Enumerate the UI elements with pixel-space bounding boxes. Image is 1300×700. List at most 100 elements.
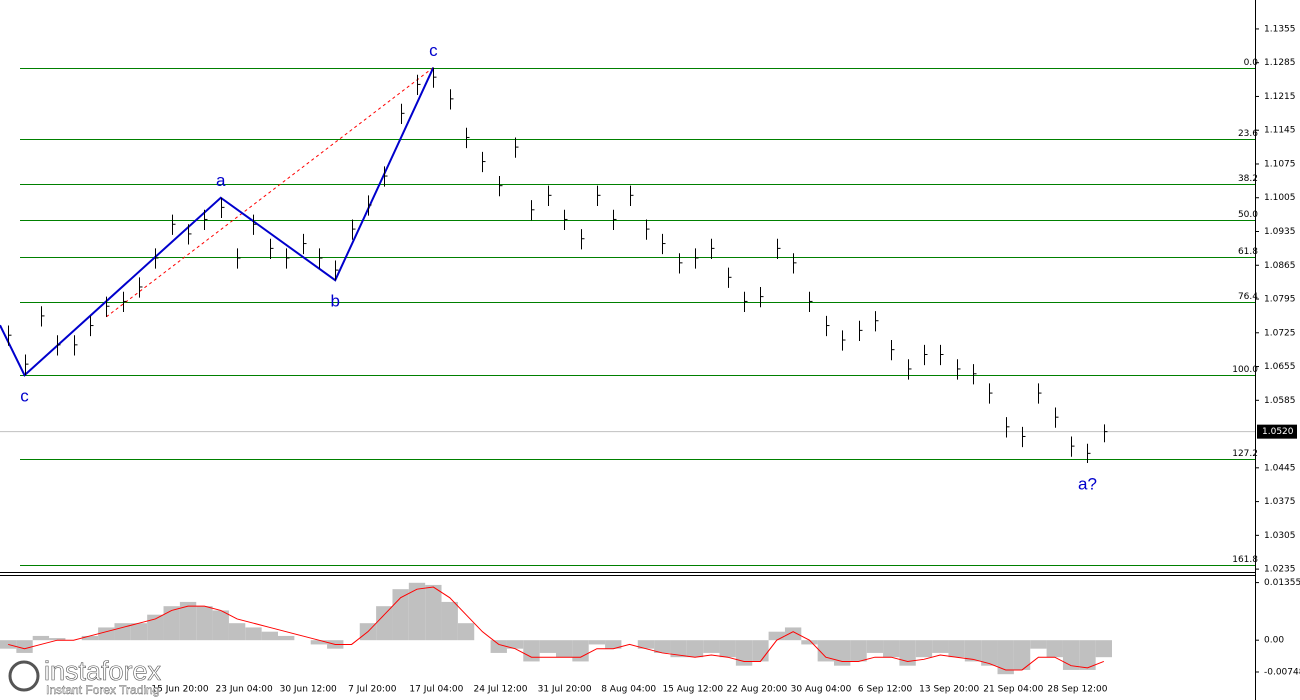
logo: instaforex Instant Forex Trading bbox=[8, 656, 162, 697]
wave-label: b bbox=[331, 292, 340, 311]
histogram-bar bbox=[278, 635, 295, 641]
signal-line bbox=[8, 586, 1105, 671]
x-tick-label: 23 Jun 04:00 bbox=[216, 685, 273, 695]
histogram-bar bbox=[212, 610, 229, 641]
histogram-bar bbox=[523, 640, 540, 662]
y-tick-label: 1.0305 bbox=[1264, 531, 1296, 541]
x-tick-label: 21 Sep 04:00 bbox=[983, 685, 1043, 695]
logo-icon bbox=[8, 660, 40, 692]
wave-label: a bbox=[216, 171, 226, 190]
histogram-bar bbox=[752, 640, 769, 662]
histogram-bar bbox=[376, 606, 393, 641]
fib-label: 38.2 bbox=[1238, 174, 1258, 184]
y-tick-label: 1.0865 bbox=[1264, 261, 1296, 271]
histogram-bar bbox=[915, 640, 933, 658]
x-tick-label: 15 Aug 12:00 bbox=[662, 685, 723, 695]
y-tick-label: 1.0655 bbox=[1264, 362, 1296, 372]
y-tick-label: 1.1355 bbox=[1264, 24, 1296, 34]
histogram-bar bbox=[539, 640, 556, 653]
histogram-bar bbox=[637, 640, 655, 649]
current-price-label: 1.0520 bbox=[1262, 427, 1294, 437]
logo-tagline: Instant Forex Trading bbox=[46, 683, 159, 697]
histogram-bar bbox=[114, 623, 131, 641]
histogram-bar bbox=[850, 640, 867, 662]
histogram-bar bbox=[506, 640, 524, 649]
histogram-bar bbox=[425, 584, 442, 641]
histogram-bar bbox=[163, 606, 180, 641]
fib-label: 100.0 bbox=[1232, 365, 1258, 375]
histogram-bar bbox=[310, 640, 328, 645]
y-tick-label: 1.0795 bbox=[1264, 295, 1296, 305]
histogram-bar bbox=[98, 627, 115, 641]
histogram-bar bbox=[572, 640, 589, 662]
x-tick-label: 7 Jul 20:00 bbox=[348, 685, 397, 695]
fib-label: 61.8 bbox=[1238, 247, 1258, 257]
x-tick-label: 24 Jul 12:00 bbox=[474, 685, 528, 695]
y-tick-label: 0.01355 bbox=[1264, 578, 1300, 588]
x-tick-label: 17 Jul 04:00 bbox=[409, 685, 463, 695]
y-tick-label: 1.1005 bbox=[1264, 193, 1296, 203]
histogram-bar bbox=[1095, 640, 1112, 658]
histogram-bar bbox=[784, 627, 802, 641]
histogram-bar bbox=[16, 640, 33, 653]
histogram-bar bbox=[457, 623, 475, 641]
histogram-bar bbox=[670, 640, 687, 658]
y-tick-label: 1.1145 bbox=[1264, 126, 1296, 136]
histogram-bar bbox=[719, 640, 736, 658]
histogram-bar bbox=[49, 638, 66, 641]
histogram-bar bbox=[883, 640, 900, 658]
y-tick-label: 1.0375 bbox=[1264, 497, 1296, 507]
x-tick-label: 22 Aug 20:00 bbox=[727, 685, 788, 695]
fib-label: 23.6 bbox=[1238, 129, 1258, 139]
histogram-bar bbox=[1013, 640, 1031, 670]
histogram-bar bbox=[245, 627, 262, 641]
x-tick-label: 31 Jul 20:00 bbox=[538, 685, 592, 695]
histogram-bar bbox=[1046, 640, 1063, 658]
histogram-bar bbox=[605, 640, 622, 649]
y-tick-label: 1.0935 bbox=[1264, 227, 1296, 237]
x-tick-label: 15 Jun 20:00 bbox=[151, 685, 208, 695]
wave-label: c bbox=[429, 41, 438, 60]
histogram-bar bbox=[179, 601, 197, 641]
wave-label: c bbox=[20, 387, 29, 406]
histogram-bar bbox=[703, 640, 720, 653]
wave-label: a? bbox=[1078, 474, 1097, 493]
histogram-bar bbox=[981, 640, 998, 666]
histogram-bar bbox=[932, 640, 949, 653]
fib-label: 0.0 bbox=[1244, 58, 1259, 68]
fib-label: 127.2 bbox=[1232, 449, 1258, 459]
x-tick-label: 30 Aug 04:00 bbox=[791, 685, 852, 695]
histogram-bar bbox=[261, 631, 278, 641]
y-tick-label: 1.0585 bbox=[1264, 396, 1296, 406]
y-tick-label: 1.0445 bbox=[1264, 463, 1296, 473]
histogram-bar bbox=[735, 640, 753, 666]
wave-line bbox=[0, 67, 435, 377]
histogram-bar bbox=[196, 606, 213, 641]
histogram-bar bbox=[147, 614, 164, 641]
x-tick-label: 8 Aug 04:00 bbox=[601, 685, 656, 695]
histogram-bar bbox=[228, 623, 246, 641]
y-tick-label: 1.1285 bbox=[1264, 58, 1296, 68]
histogram-bar bbox=[1062, 640, 1080, 670]
histogram-bar bbox=[556, 640, 573, 658]
x-tick-label: 28 Sep 12:00 bbox=[1047, 685, 1107, 695]
histogram-bar bbox=[964, 640, 982, 662]
trend-line bbox=[105, 67, 434, 318]
histogram-bar bbox=[948, 640, 965, 658]
histogram-bar bbox=[130, 623, 148, 641]
histogram-bar bbox=[866, 640, 884, 653]
y-tick-label: 1.0725 bbox=[1264, 328, 1296, 338]
y-tick-label: 1.1215 bbox=[1264, 92, 1296, 102]
current-price-box bbox=[1257, 424, 1297, 439]
histogram-bar bbox=[1079, 640, 1096, 670]
histogram-bar bbox=[801, 640, 818, 645]
histogram-bar bbox=[817, 640, 834, 662]
histogram-bar bbox=[588, 640, 606, 645]
histogram-bar bbox=[834, 640, 851, 666]
histogram-bar bbox=[408, 582, 426, 641]
histogram-bar bbox=[997, 640, 1014, 675]
histogram-bar bbox=[686, 640, 704, 658]
y-tick-label: 0.00 bbox=[1264, 636, 1284, 646]
histogram-bar bbox=[81, 635, 99, 641]
